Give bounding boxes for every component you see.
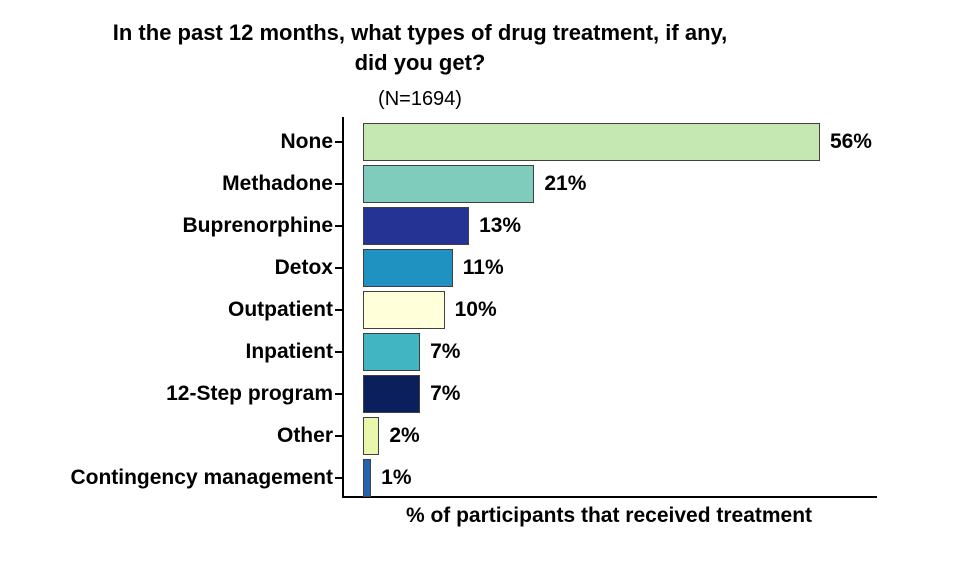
y-axis-tick xyxy=(335,477,342,479)
y-axis-tick xyxy=(335,435,342,437)
value-label: 11% xyxy=(462,256,504,279)
value-label: 2% xyxy=(389,424,420,447)
bar xyxy=(363,123,820,161)
bar xyxy=(363,165,535,203)
bar xyxy=(363,291,445,329)
category-label: None xyxy=(280,130,334,153)
bar xyxy=(363,375,421,413)
y-axis-tick xyxy=(335,141,342,143)
bar xyxy=(363,417,380,455)
value-label: 7% xyxy=(430,382,461,405)
y-axis-tick xyxy=(335,393,342,395)
bar xyxy=(363,459,372,497)
x-axis-title: % of participants that received treatmen… xyxy=(405,504,813,527)
y-axis-tick xyxy=(335,225,342,227)
y-axis-tick xyxy=(335,183,342,185)
y-axis-tick xyxy=(335,309,342,311)
value-label: 56% xyxy=(829,130,872,153)
category-label: Inpatient xyxy=(245,340,334,363)
value-label: 7% xyxy=(430,340,461,363)
y-axis-line xyxy=(342,117,344,498)
value-label: 21% xyxy=(544,172,587,195)
y-axis-tick xyxy=(335,351,342,353)
category-label: Outpatient xyxy=(228,298,333,321)
chart-title: In the past 12 months, what types of dru… xyxy=(0,18,840,78)
bar xyxy=(363,249,453,287)
category-label: Buprenorphine xyxy=(182,214,334,237)
value-label: 10% xyxy=(454,298,497,321)
value-label: 1% xyxy=(381,466,412,489)
category-label: 12-Step program xyxy=(166,382,333,405)
category-label: Contingency management xyxy=(70,466,333,489)
chart-title-line1: In the past 12 months, what types of dru… xyxy=(112,20,728,45)
value-label: 13% xyxy=(479,214,522,237)
y-axis-tick xyxy=(335,267,342,269)
chart-subtitle: (N=1694) xyxy=(378,88,462,110)
category-label: Other xyxy=(276,424,333,447)
category-label: Methadone xyxy=(222,172,333,195)
bar xyxy=(363,333,421,371)
chart-title-line2: did you get? xyxy=(354,50,486,75)
category-label: Detox xyxy=(274,256,333,279)
x-axis-line xyxy=(342,496,877,498)
bar xyxy=(363,207,470,245)
